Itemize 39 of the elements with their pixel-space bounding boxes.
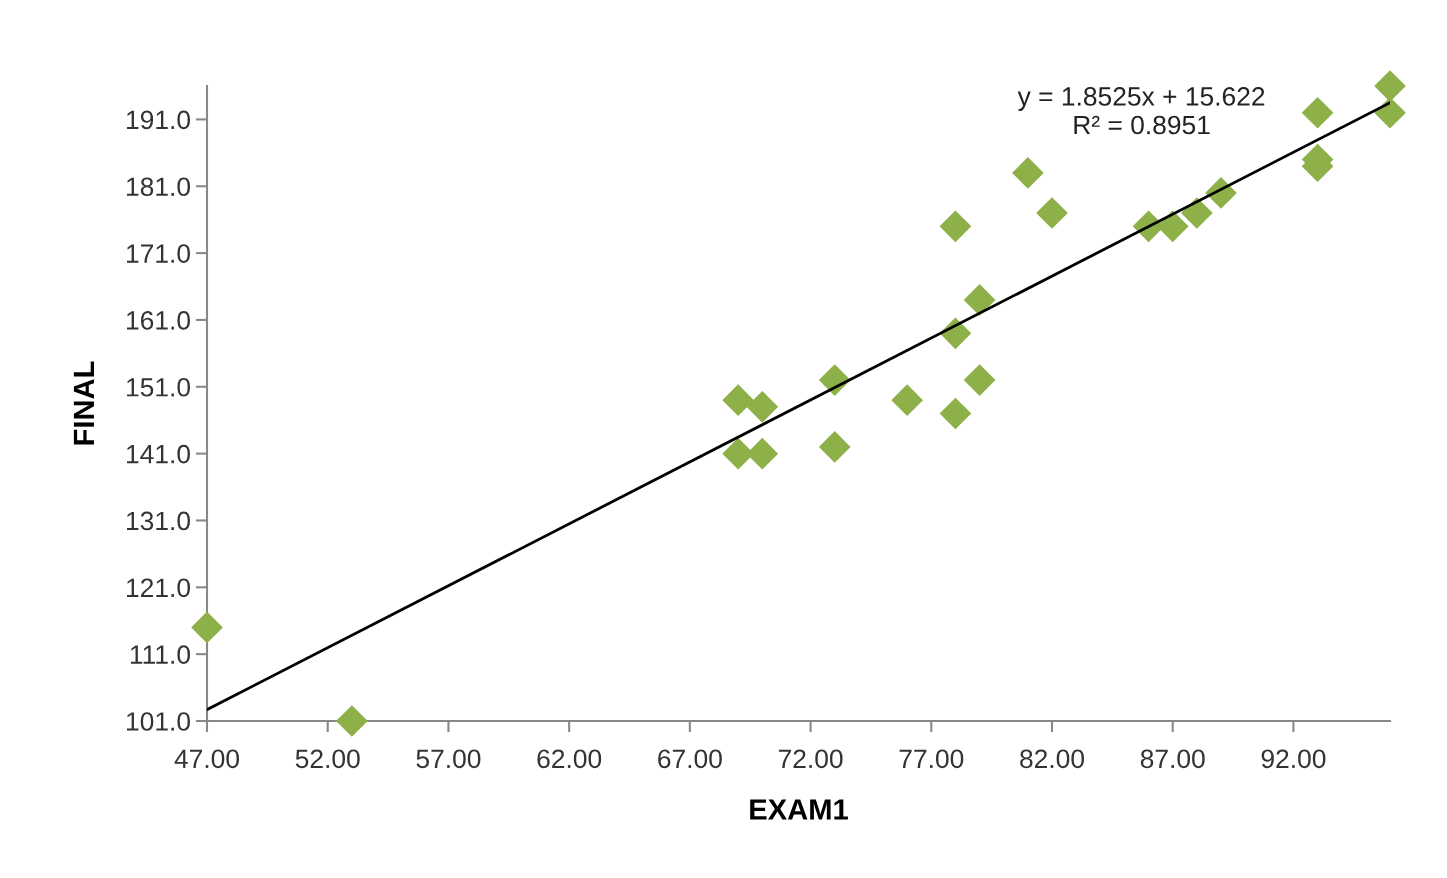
y-tick-label: 141.0 <box>127 444 190 464</box>
point <box>1012 157 1044 189</box>
y-tick-label: 191.0 <box>127 110 190 130</box>
x-tick-label: 82.00 <box>1020 749 1084 769</box>
point <box>1301 96 1334 129</box>
y-tick-label: 181.0 <box>127 177 190 197</box>
x-tick-label: 57.00 <box>416 749 481 769</box>
y-tick-label: 151.0 <box>127 377 190 397</box>
point <box>939 210 972 243</box>
y-tick-label: 131.0 <box>127 511 190 531</box>
y-tick-label: 171.0 <box>127 244 190 263</box>
point <box>1374 70 1406 102</box>
x-tick-label: 62.00 <box>537 749 602 769</box>
y-axis-title: FINAL <box>73 361 94 445</box>
point <box>722 384 754 416</box>
x-tick-label: 92.00 <box>1261 749 1326 769</box>
x-tick-label: 52.00 <box>295 749 360 769</box>
annotation: R² = 0.8951 <box>1074 115 1210 135</box>
point <box>1036 197 1068 229</box>
x-tick-label: 72.00 <box>778 749 843 769</box>
point <box>191 611 223 644</box>
x-tick-label: 87.00 <box>1140 749 1205 769</box>
point <box>891 384 923 416</box>
point <box>336 705 368 737</box>
point <box>746 391 779 423</box>
point <box>1374 96 1406 129</box>
y-tick-label: 161.0 <box>127 311 190 330</box>
point <box>818 431 851 463</box>
y-tick-label: 101.0 <box>127 712 190 731</box>
point <box>939 397 972 430</box>
point <box>963 284 996 316</box>
annotation: y = 1.8525x + 15.622 <box>1017 87 1265 111</box>
x-tick-label: 47.00 <box>174 749 239 769</box>
y-tick-label: 121.0 <box>127 578 190 598</box>
y-tick-label: 111.0 <box>130 645 190 664</box>
x-tick-label: 77.00 <box>899 749 964 769</box>
x-tick-label: 67.00 <box>658 749 722 769</box>
x-axis-title: EXAM1 <box>750 799 848 820</box>
point <box>963 364 996 396</box>
